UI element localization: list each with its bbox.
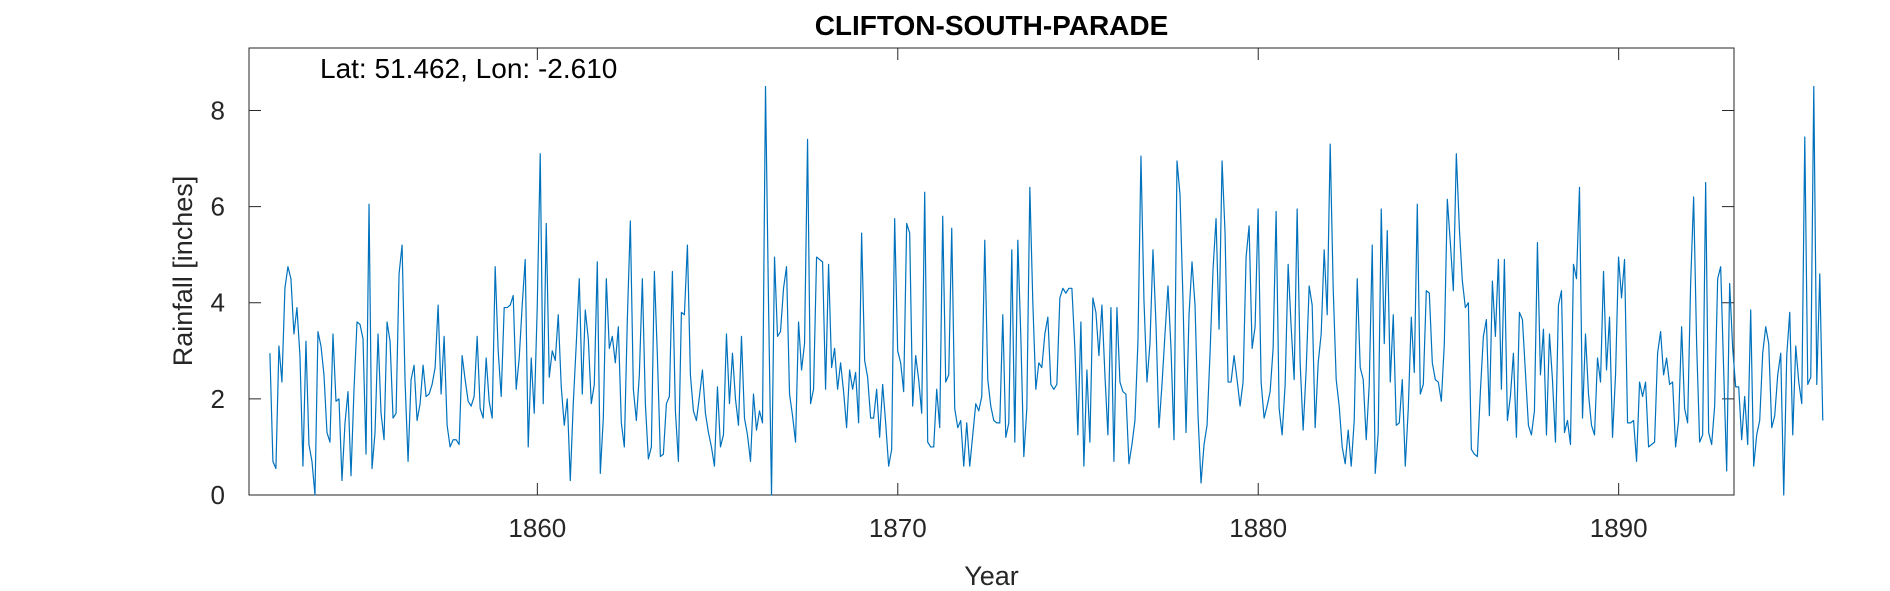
x-axis-label: Year bbox=[964, 561, 1019, 591]
y-tick-label-0: 0 bbox=[211, 480, 225, 510]
axis-ticks bbox=[249, 48, 1734, 496]
x-tick-label-1880: 1880 bbox=[1229, 513, 1287, 543]
y-tick-label-2: 2 bbox=[211, 384, 225, 414]
y-tick-label-8: 8 bbox=[211, 95, 225, 125]
x-tick-label-1860: 1860 bbox=[508, 513, 566, 543]
y-tick-label-6: 6 bbox=[211, 192, 225, 222]
plot-area bbox=[248, 47, 1735, 496]
chart-title: CLIFTON-SOUTH-PARADE bbox=[815, 10, 1169, 41]
location-annotation: Lat: 51.462, Lon: -2.610 bbox=[320, 53, 617, 84]
x-tick-label-1870: 1870 bbox=[869, 513, 927, 543]
x-tick-label-1890: 1890 bbox=[1590, 513, 1648, 543]
rainfall-series-line bbox=[269, 85, 1824, 496]
tick-labels: 1860 1870 1880 1890 0 2 4 6 8 bbox=[211, 95, 1648, 543]
y-tick-label-4: 4 bbox=[211, 288, 225, 318]
series-layer bbox=[269, 85, 1824, 496]
y-axis-label: Rainfall [inches] bbox=[168, 176, 198, 367]
